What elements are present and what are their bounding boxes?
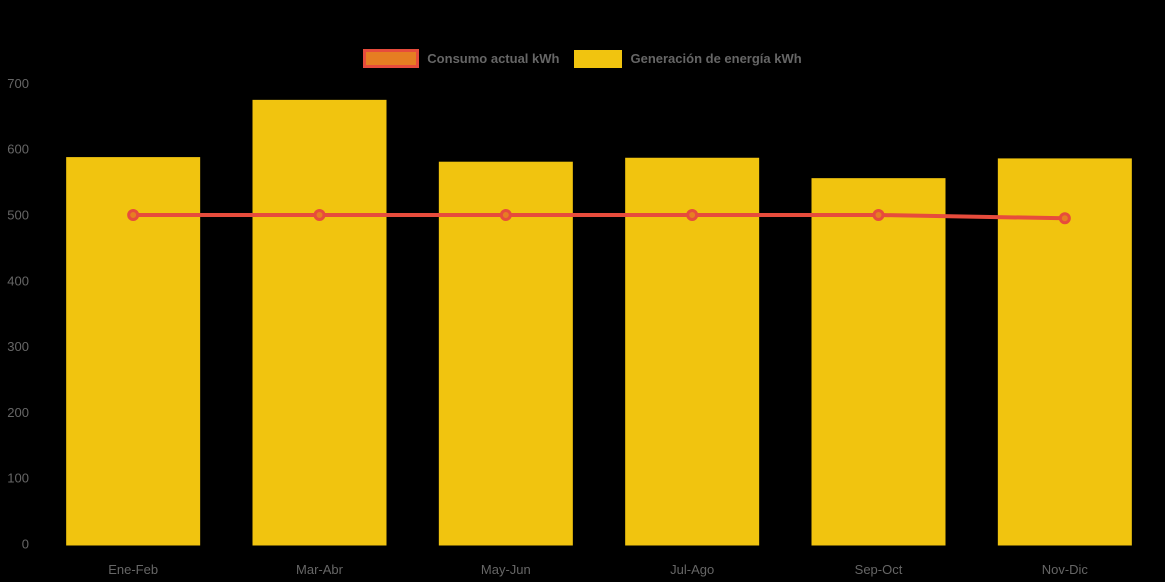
consumo-actual-swatch-icon — [363, 49, 420, 68]
x-axis-category-label: Mar-Abr — [296, 562, 344, 577]
chart-legend: Consumo actual kWh Generación de energía… — [0, 49, 1165, 68]
x-axis-category-label: Ene-Feb — [108, 562, 158, 577]
legend-label-generacion-energia: Generación de energía kWh — [630, 51, 802, 66]
bar-sep-oct — [811, 178, 946, 546]
line-point-nov-dic — [1058, 212, 1071, 225]
legend-item-consumo-actual[interactable]: Consumo actual kWh — [363, 49, 559, 68]
y-axis-tick-label: 500 — [7, 208, 29, 223]
y-axis-tick-label: 700 — [7, 76, 29, 91]
line-point-jul-ago — [686, 209, 699, 221]
y-axis-tick-label: 400 — [7, 273, 29, 288]
bar-may-jun — [438, 161, 573, 546]
consumption-line — [133, 213, 1065, 221]
line-point-sep-oct — [872, 209, 885, 221]
x-axis-category-label: Sep-Oct — [855, 562, 903, 577]
legend-label-consumo-actual: Consumo actual kWh — [427, 51, 560, 66]
y-axis-tick-label: 100 — [7, 471, 29, 486]
line-point-mar-abr — [313, 209, 326, 221]
y-axis-tick-label: 200 — [7, 405, 29, 420]
generacion-energia-swatch-icon — [574, 49, 623, 68]
x-axis-category-label: Jul-Ago — [670, 562, 714, 577]
y-axis-tick-label: 600 — [7, 142, 29, 157]
x-axis-category-label: Nov-Dic — [1042, 562, 1089, 577]
x-axis-category-label: May-Jun — [481, 562, 531, 577]
bar-mar-abr — [252, 99, 387, 546]
y-axis-tick-label: 0 — [22, 537, 29, 552]
legend-item-generacion-energia[interactable]: Generación de energía kWh — [574, 49, 802, 68]
y-axis-tick-label: 300 — [7, 339, 29, 354]
bar-ene-feb — [66, 157, 201, 546]
line-point-may-jun — [499, 209, 512, 221]
bar-jul-ago — [625, 157, 760, 546]
line-point-ene-feb — [127, 209, 140, 221]
